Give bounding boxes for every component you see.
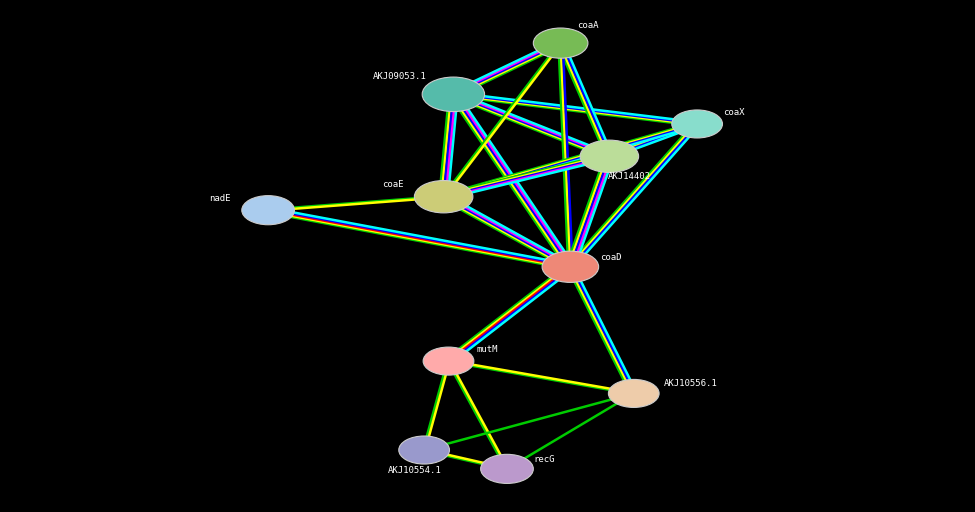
Text: AKJ14402: AKJ14402	[607, 172, 650, 181]
Circle shape	[414, 181, 473, 213]
Circle shape	[242, 196, 294, 225]
Text: nadE: nadE	[209, 194, 230, 203]
Text: coaE: coaE	[382, 180, 404, 189]
Circle shape	[542, 251, 599, 283]
Circle shape	[423, 347, 474, 375]
Circle shape	[422, 77, 485, 112]
Text: recG: recG	[533, 455, 555, 464]
Text: coaA: coaA	[577, 22, 599, 30]
Text: coaX: coaX	[723, 108, 745, 117]
Text: coaD: coaD	[601, 252, 622, 262]
Text: AKJ10556.1: AKJ10556.1	[663, 379, 718, 388]
Circle shape	[608, 379, 659, 408]
Text: AKJ10554.1: AKJ10554.1	[387, 466, 442, 475]
Circle shape	[481, 454, 533, 483]
Circle shape	[399, 436, 449, 464]
Circle shape	[533, 28, 588, 58]
Text: AKJ09053.1: AKJ09053.1	[372, 72, 427, 81]
Circle shape	[672, 110, 722, 138]
Text: mutM: mutM	[477, 345, 498, 354]
Circle shape	[580, 140, 639, 173]
